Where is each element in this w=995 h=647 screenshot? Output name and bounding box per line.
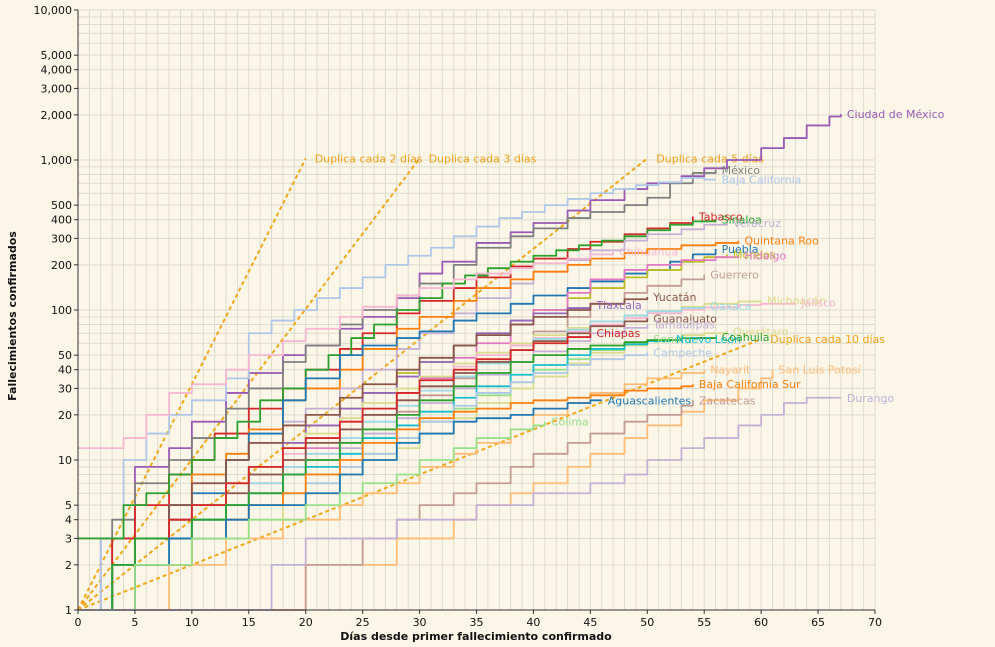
y-tick-label: 100 [51, 304, 72, 317]
y-axis-title: Fallecimientos confirmados [6, 231, 19, 401]
axes: 0 5 10 15 20 25 30 35 40 45 50 55 60 65 70123451020304… [34, 4, 883, 629]
x-tick-label: 5 [131, 616, 138, 629]
series-label-campeche: Campeche [653, 347, 712, 360]
series-label-yucatan: Yucatán [652, 291, 696, 304]
y-tick-label: 3 [65, 532, 72, 545]
series-label-puebla: Puebla [722, 243, 759, 256]
series-label-chiapas: Chiapas [596, 327, 640, 340]
series-line-nayarit [78, 369, 706, 611]
y-tick-label: 20 [58, 409, 72, 422]
y-tick-label: 4 [65, 514, 72, 527]
series-label-quintana-roo: Quintana Roo [744, 235, 819, 248]
series-line-coahuila [78, 337, 717, 611]
series-line-chiapas [78, 333, 592, 611]
y-tick-label: 2 [65, 559, 72, 572]
x-tick-label: 20 [299, 616, 313, 629]
series-label-oaxaca: Oaxaca [710, 300, 751, 313]
y-tick-label: 4,000 [41, 64, 73, 77]
y-tick-label: 2,000 [41, 109, 73, 122]
y-tick-label: 5 [65, 499, 72, 512]
series-label-sinaloa: Sinaloa [722, 214, 762, 227]
series-label-tamaulipas: Tamaulipas [652, 319, 715, 332]
x-tick-label: 50 [640, 616, 654, 629]
series-label-baja-california-sur: Baja California Sur [699, 378, 801, 391]
x-tick-label: 45 [583, 616, 597, 629]
series-label-mexico: México [722, 164, 761, 177]
series-label-chihuahua: Chihuahua [619, 246, 678, 259]
series-line-sinaloa [78, 219, 717, 540]
reference-label-5-days: Duplica cada 5 días [656, 152, 764, 165]
x-tick-label: 10 [185, 616, 199, 629]
series-label-durango: Durango [847, 392, 895, 405]
y-tick-label: 1 [65, 604, 72, 617]
x-tick-label: 35 [470, 616, 484, 629]
x-tick-label: 40 [526, 616, 540, 629]
x-tick-label: 30 [413, 616, 427, 629]
reference-label-10-days: Duplica cada 10 días [770, 333, 885, 346]
series-label-sonora: Sonora [653, 333, 692, 346]
y-tick-label: 30 [58, 382, 72, 395]
x-tick-label: 0 [75, 616, 82, 629]
reference-label-3-days: Duplica cada 3 días [429, 152, 537, 165]
reference-line-5-days [77, 157, 648, 611]
series-line-chihuahua [78, 251, 615, 450]
series-line-veracruz [78, 223, 728, 611]
x-axis-title: Días desde primer fallecimiento confirma… [340, 630, 612, 643]
reference-label-2-days: Duplica cada 2 días [315, 152, 423, 165]
series-label-veracruz: Veracruz [733, 217, 781, 230]
y-tick-label: 5,000 [41, 49, 73, 62]
series-line-durango [78, 396, 841, 611]
series-line-yucatan [78, 297, 649, 611]
series-label-hidalgo: Hidalgo [744, 250, 786, 263]
x-tick-label: 25 [356, 616, 370, 629]
series-label-aguascalientes: Aguascalientes [608, 394, 692, 407]
series-label-morelos: Morelos [733, 248, 776, 261]
series-label-tlaxcala: Tlaxcala [595, 299, 641, 312]
series-label-colima: Colima [551, 416, 589, 429]
series-lines [78, 114, 842, 611]
y-tick-label: 3,000 [41, 82, 73, 95]
x-tick-label: 65 [811, 616, 825, 629]
series-label-baja-california: Baja California [722, 174, 802, 187]
series-label-ciudad-de-mexico: Ciudad de México [847, 108, 945, 121]
series-label-guerrero: Guerrero [710, 269, 759, 282]
y-tick-label: 500 [51, 199, 72, 212]
y-tick-label: 10 [58, 454, 72, 467]
y-tick-label: 1,000 [41, 154, 73, 167]
series-label-queretaro: Querétaro [733, 325, 789, 338]
series-label-zacatecas: Zacatecas [699, 394, 756, 407]
series-label-nuevo-leon: Nuevo León [676, 333, 741, 346]
series-label-coahuila: Coahuila [722, 331, 770, 344]
x-tick-label: 60 [754, 616, 768, 629]
y-tick-label: 200 [51, 259, 72, 272]
series-line-baja-california [78, 176, 716, 611]
series-label-jalisco: Jalisco [800, 297, 836, 310]
series-label-michoacan: Michoacán [767, 294, 826, 307]
series-label-san-luis-potosi: San Luis Potosí [779, 364, 862, 377]
series-line-colima [78, 421, 546, 611]
x-tick-label: 15 [242, 616, 256, 629]
series-label-tabasco: Tabasco [698, 211, 743, 224]
y-tick-label: 300 [51, 232, 72, 245]
series-line-aguascalientes [78, 399, 602, 611]
y-tick-label: 40 [58, 364, 72, 377]
series-label-guanajuato: Guanajuato [653, 312, 717, 325]
series-label-nayarit: Nayarit [710, 364, 751, 377]
y-tick-label: 400 [51, 214, 72, 227]
y-tick-label: 50 [58, 349, 72, 362]
x-tick-label: 70 [868, 616, 882, 629]
x-tick-label: 55 [697, 616, 711, 629]
y-tick-label: 10,000 [34, 4, 73, 17]
